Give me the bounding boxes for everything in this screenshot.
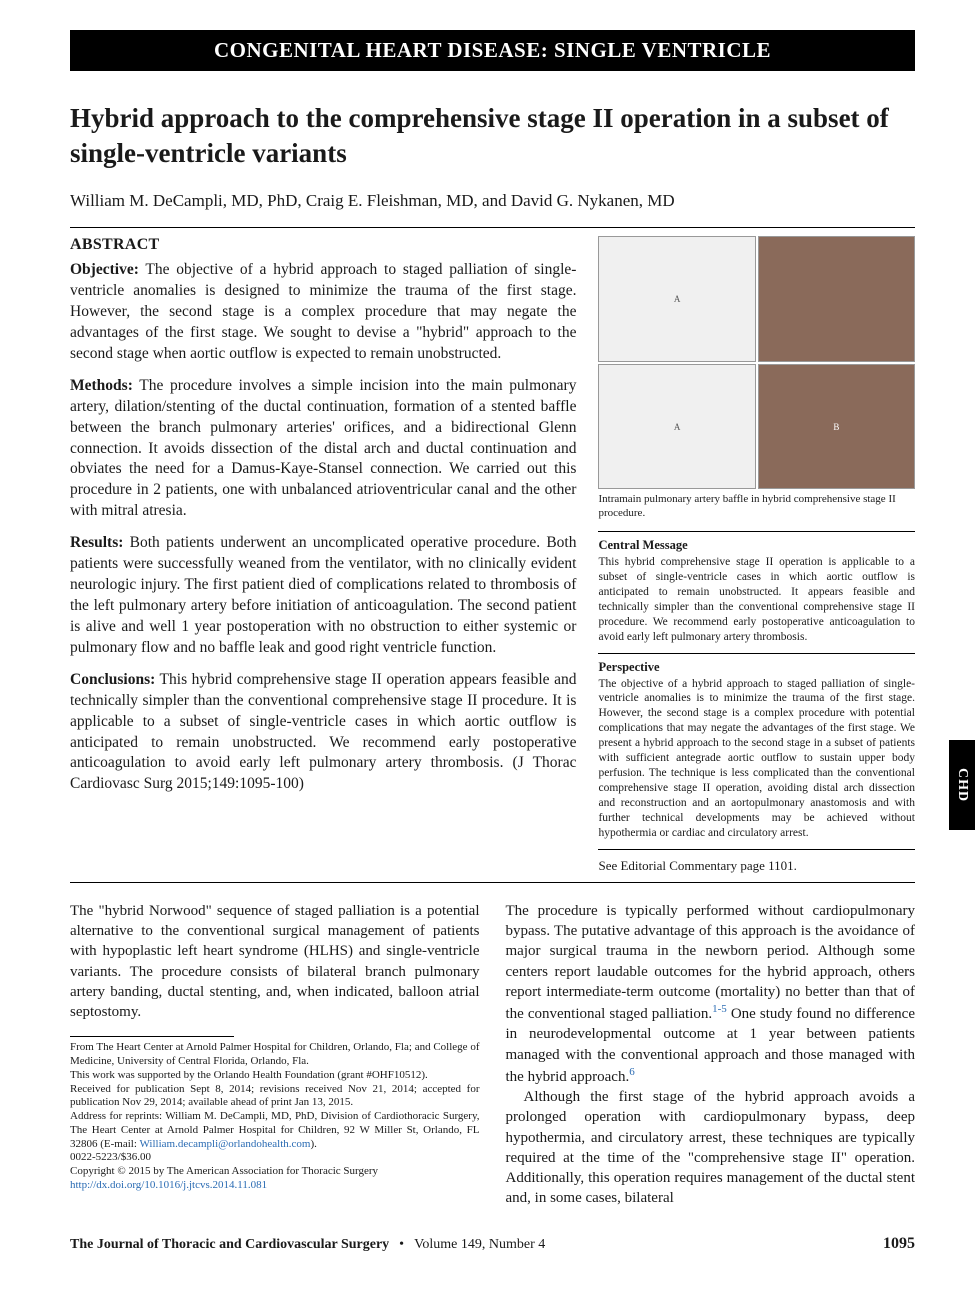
footnote-rule [70,1036,234,1037]
sidebar-rule-2 [598,653,915,654]
abstract-methods-text: The procedure involves a simple incision… [70,377,576,520]
sidebar-rule-3 [598,849,915,850]
body-left-p1: The "hybrid Norwood" sequence of staged … [70,901,480,1023]
figure-panel-b-photo [758,236,915,362]
abstract-objective: Objective: The objective of a hybrid app… [70,260,576,365]
article-title: Hybrid approach to the comprehensive sta… [70,101,915,171]
footnote-email-link[interactable]: William.decampli@orlandohealth.com [139,1138,310,1150]
footnote-address: Address for reprints: William M. DeCampl… [70,1110,480,1151]
body-right-p2: Although the first stage of the hybrid a… [506,1087,916,1209]
footnote-issn: 0022-5223/$36.00 [70,1151,480,1165]
page-footer: The Journal of Thoracic and Cardiovascul… [70,1235,915,1253]
citation-sup-6[interactable]: 6 [629,1066,635,1078]
rule-top [70,227,915,228]
footnote-received: Received for publication Sept 8, 2014; r… [70,1083,480,1111]
perspective-text: The objective of a hybrid approach to st… [598,677,915,841]
figure-panel-a2-diagram: A [598,364,755,490]
abstract-methods-label: Methods: [70,377,133,394]
footnote-address-end: ). [310,1138,316,1150]
abstract-results-text: Both patients underwent an uncomplicated… [70,534,576,656]
figure-thumbnail-grid: A A B [598,236,915,489]
body-column-left: The "hybrid Norwood" sequence of staged … [70,901,480,1209]
body-column-right: The procedure is typically performed wit… [506,901,916,1209]
footer-journal: The Journal of Thoracic and Cardiovascul… [70,1237,389,1253]
sidebar-rule-1 [598,531,915,532]
abstract-heading: ABSTRACT [70,236,576,254]
central-message-heading: Central Message [598,538,915,553]
section-header-bar: CONGENITAL HEART DISEASE: SINGLE VENTRIC… [70,30,915,71]
abstract-conclusions: Conclusions: This hybrid comprehensive s… [70,670,576,796]
footer-bullet: • [399,1237,404,1253]
sidebar-column: A A B Intramain pulmonary artery baffle … [598,236,915,874]
side-tab-chd: CHD [949,740,975,830]
central-message-text: This hybrid comprehensive stage II opera… [598,555,915,645]
figure-caption: Intramain pulmonary artery baffle in hyb… [598,493,915,521]
abstract-methods: Methods: The procedure involves a simple… [70,376,576,522]
footnote-copyright: Copyright © 2015 by The American Associa… [70,1165,480,1179]
rule-bottom [70,882,915,883]
footnote-from: From The Heart Center at Arnold Palmer H… [70,1041,480,1069]
figure-panel-b2-photo: B [758,364,915,490]
citation-sup-1-5[interactable]: 1-5 [712,1003,727,1015]
figure-panel-a-diagram: A [598,236,755,362]
abstract-objective-text: The objective of a hybrid approach to st… [70,261,576,362]
abstract-results-label: Results: [70,534,123,551]
footer-page-number: 1095 [883,1235,915,1253]
footer-issue: Volume 149, Number 4 [414,1237,545,1253]
body-right-p1a: The procedure is typically performed wit… [506,903,916,1022]
footnote-support: This work was supported by the Orlando H… [70,1069,480,1083]
abstract-column: ABSTRACT Objective: The objective of a h… [70,236,576,806]
footnote-doi-link[interactable]: http://dx.doi.org/10.1016/j.jtcvs.2014.1… [70,1179,267,1191]
editorial-commentary-note: See Editorial Commentary page 1101. [598,858,915,874]
perspective-heading: Perspective [598,660,915,675]
abstract-conclusions-label: Conclusions: [70,671,155,688]
body-two-columns: The "hybrid Norwood" sequence of staged … [70,901,915,1209]
abstract-results: Results: Both patients underwent an unco… [70,533,576,659]
body-right-p1: The procedure is typically performed wit… [506,901,916,1087]
abstract-conclusions-text: This hybrid comprehensive stage II opera… [70,671,576,793]
abstract-objective-label: Objective: [70,261,139,278]
footnotes-block: From The Heart Center at Arnold Palmer H… [70,1041,480,1192]
authors-line: William M. DeCampli, MD, PhD, Craig E. F… [70,191,915,211]
